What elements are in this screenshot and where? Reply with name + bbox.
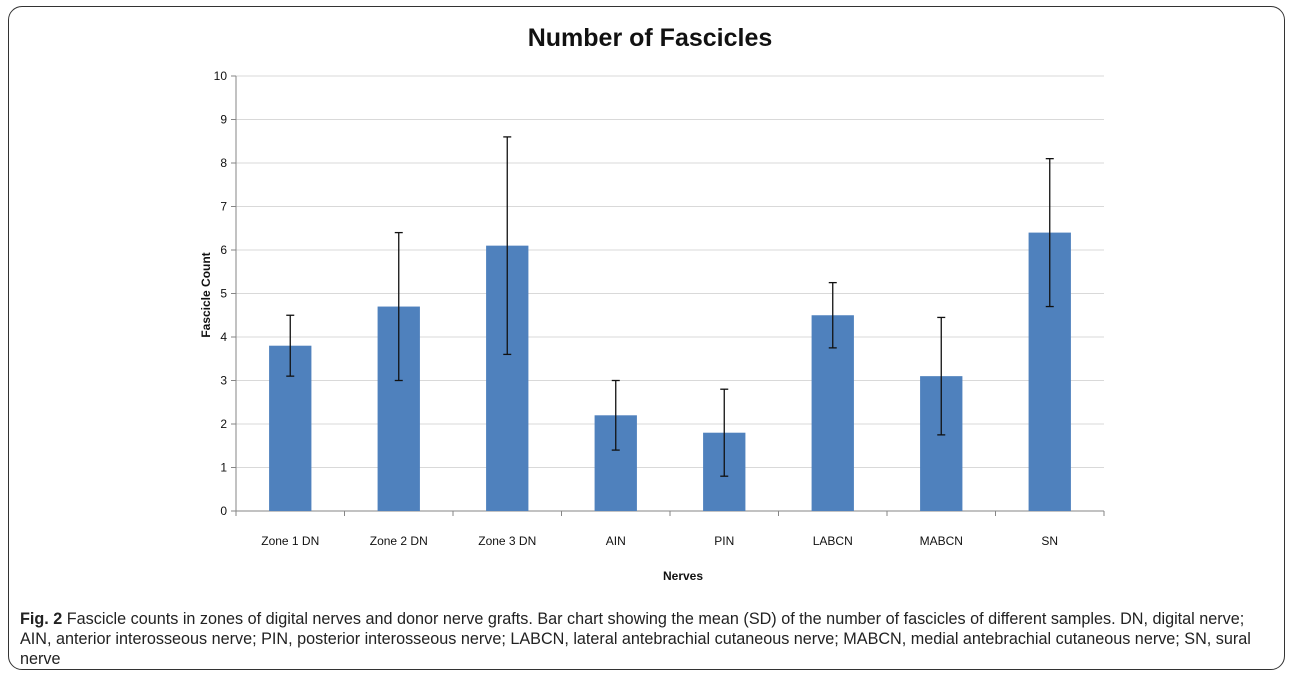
gridlines bbox=[236, 75, 1104, 468]
x-axis-label: Nerves bbox=[663, 569, 703, 583]
error-bars bbox=[286, 136, 1054, 477]
figure-caption: Fig. 2 Fascicle counts in zones of digit… bbox=[20, 609, 1275, 669]
y-tick-label: 5 bbox=[220, 287, 227, 301]
x-tick-label: MABCN bbox=[920, 534, 963, 548]
x-tick-label: Zone 2 DN bbox=[370, 534, 428, 548]
y-tick-label: 6 bbox=[220, 243, 227, 257]
y-tick-label: 3 bbox=[220, 374, 227, 388]
y-tick-labels: 0 1 2 3 4 5 6 7 8 9 10 bbox=[214, 69, 228, 518]
bar-chart: Number of Fascicles 0 1 2 3 4 5 6 7 8 9 10 Zone 1 … bbox=[199, 24, 1105, 583]
y-tick-label: 7 bbox=[220, 200, 227, 214]
y-tick-label: 8 bbox=[220, 156, 227, 170]
x-tick-label: Zone 3 DN bbox=[478, 534, 536, 548]
y-tick-label: 9 bbox=[220, 113, 227, 127]
x-tick-label: PIN bbox=[714, 534, 734, 548]
x-tick-labels: Zone 1 DN Zone 2 DN Zone 3 DN AIN PIN LABCN MA… bbox=[261, 534, 1058, 548]
y-tick-label: 2 bbox=[220, 417, 227, 431]
x-tick-label: LABCN bbox=[813, 534, 853, 548]
y-tick-label: 1 bbox=[220, 461, 227, 475]
x-tick-label: Zone 1 DN bbox=[261, 534, 319, 548]
bars bbox=[269, 232, 1071, 511]
x-tick-label: AIN bbox=[606, 534, 626, 548]
y-axis-label: Fascicle Count bbox=[199, 252, 213, 337]
y-tick-label: 10 bbox=[214, 69, 228, 83]
axes bbox=[231, 75, 1105, 516]
figure-label: Fig. 2 bbox=[20, 610, 63, 628]
x-tick-label: SN bbox=[1041, 534, 1058, 548]
figure-frame bbox=[8, 6, 1285, 670]
y-tick-label: 4 bbox=[220, 330, 227, 344]
chart-title: Number of Fascicles bbox=[528, 24, 773, 52]
y-tick-label: 0 bbox=[220, 504, 227, 518]
caption-text: Fascicle counts in zones of digital nerv… bbox=[20, 610, 1251, 668]
